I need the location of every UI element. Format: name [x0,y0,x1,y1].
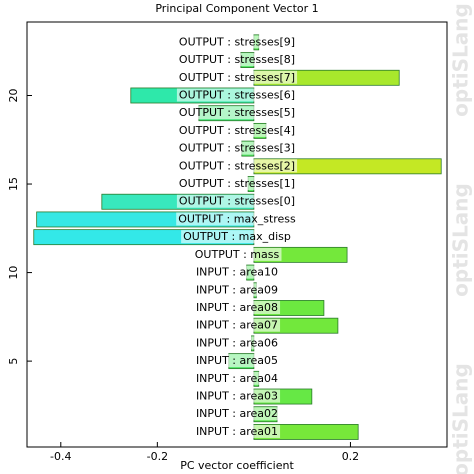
chart-title: Principal Component Vector 1 [155,2,318,15]
y-tick-label: 15 [7,177,20,191]
label-background [176,70,298,84]
label-background [176,123,298,137]
watermark: optiSLang [449,183,473,297]
category-label: INPUT : area03 [196,390,278,403]
label-background [176,88,298,102]
label-background [193,300,281,314]
label-background [176,141,298,155]
category-label: OUTPUT : stresses[5] [179,106,295,119]
category-label: OUTPUT : stresses[7] [179,71,295,84]
label-background [193,318,281,332]
label-background [193,265,281,279]
category-label: INPUT : area06 [196,336,278,349]
label-background [181,230,293,244]
label-background [193,283,281,297]
label-background [193,407,281,421]
x-axis-label: PC vector coefficient [180,459,294,472]
y-tick-label: 10 [7,266,20,280]
category-label: OUTPUT : max_disp [183,230,291,243]
label-background [176,212,299,226]
label-background [176,53,298,67]
category-label: INPUT : area05 [196,354,278,367]
y-tick-label: 5 [7,358,20,365]
label-background [193,424,281,438]
category-label: OUTPUT : max_stress [178,212,296,225]
label-background [193,336,281,350]
y-tick-label: 20 [7,88,20,102]
label-background [176,35,298,49]
label-background [176,106,298,120]
label-background [193,354,281,368]
label-background [193,371,281,385]
x-tick-label: -0.2 [147,450,168,463]
category-label: INPUT : area10 [196,266,278,279]
label-background [193,389,281,403]
category-label: INPUT : area01 [196,425,278,438]
watermark: optiSLang [449,3,473,117]
category-label: OUTPUT : stresses[9] [179,35,295,48]
category-label: OUTPUT : mass [195,248,280,261]
category-label: OUTPUT : stresses[3] [179,142,295,155]
category-label: INPUT : area07 [196,319,278,332]
category-label: INPUT : area02 [196,407,278,420]
category-label: OUTPUT : stresses[0] [179,195,295,208]
category-label: INPUT : area09 [196,283,278,296]
plot-frame [26,21,448,448]
category-label: INPUT : area08 [196,301,278,314]
x-tick-label: 0.2 [342,450,360,463]
label-background [176,159,298,173]
category-label: INPUT : area04 [196,372,278,385]
category-label: OUTPUT : stresses[4] [179,124,295,137]
label-background [176,194,298,208]
watermark: optiSLang [449,363,473,474]
category-label: OUTPUT : stresses[6] [179,88,295,101]
label-background [176,177,298,191]
category-label: OUTPUT : stresses[1] [179,177,295,190]
category-label: OUTPUT : stresses[2] [179,159,295,172]
label-background [192,247,282,261]
x-tick-label: -0.4 [50,450,71,463]
category-label: OUTPUT : stresses[8] [179,53,295,66]
